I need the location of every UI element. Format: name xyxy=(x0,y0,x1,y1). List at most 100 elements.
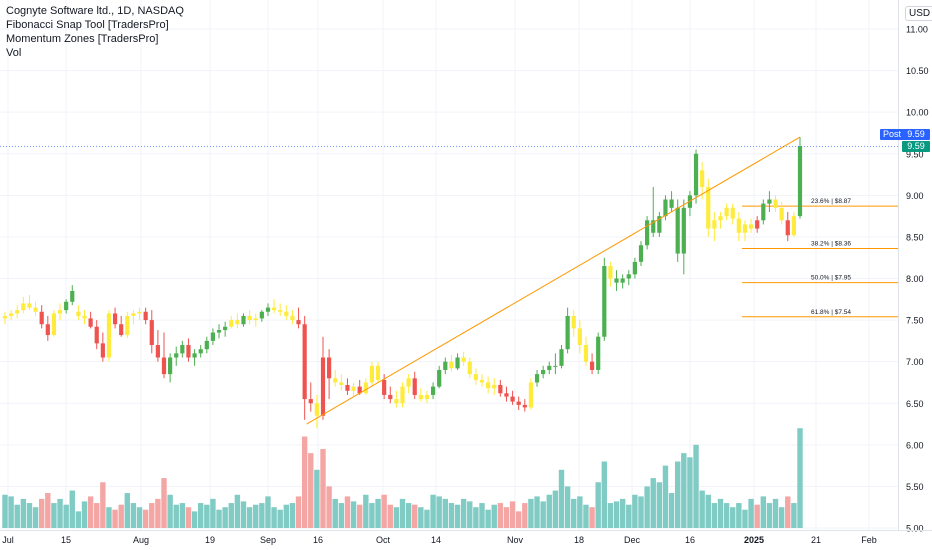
candle-body xyxy=(82,315,87,319)
candle-body xyxy=(522,404,527,408)
volume-bar xyxy=(63,504,69,528)
volume-bar xyxy=(369,503,375,528)
volume-bar xyxy=(26,503,33,528)
candle-body xyxy=(541,369,546,375)
candle-body xyxy=(571,315,576,329)
currency-button[interactable]: USD xyxy=(905,6,932,21)
volume-bar xyxy=(748,498,754,528)
candle-body xyxy=(651,220,656,233)
volume-bar xyxy=(240,501,247,528)
volume-bar xyxy=(155,498,161,528)
time-axis[interactable]: Jul 15 Aug 19 Sep 16 Oct 14 Nov 18 Dec 16 2025 21 Feb xyxy=(2,535,877,545)
candle-body xyxy=(632,261,637,275)
indicator-momentum[interactable]: Momentum Zones [TradersPro] xyxy=(6,33,159,45)
volume-bar xyxy=(583,504,589,528)
volume-bar xyxy=(797,428,803,528)
candle-body xyxy=(247,315,252,321)
volume-bar xyxy=(118,504,124,528)
fibonacci-levels[interactable]: 23.6% | $8.87 38.2% | $8.36 50.0% | $7.95 6… xyxy=(742,198,898,318)
volume-bar xyxy=(467,501,473,528)
price-tick-label: 8.00 xyxy=(906,274,924,284)
volume-bar xyxy=(540,501,546,528)
volume-bar xyxy=(326,486,332,528)
candle-body xyxy=(479,379,485,383)
candle-body xyxy=(76,311,81,316)
symbol-title[interactable]: Cognyte Software ltd., 1D, NASDAQ xyxy=(6,5,184,17)
candle-body xyxy=(779,207,784,221)
candle-body xyxy=(761,203,766,221)
price-tick-label: 6.50 xyxy=(906,399,924,409)
trend-line-segment xyxy=(306,136,801,425)
candle-body xyxy=(57,310,63,314)
candle-body xyxy=(235,320,240,325)
candle-body xyxy=(278,310,283,312)
candle-body xyxy=(259,311,264,319)
candle-body xyxy=(271,307,277,311)
volume-bar xyxy=(626,504,632,528)
candle-body xyxy=(21,303,26,311)
candle-body xyxy=(553,365,558,367)
volume-bar xyxy=(57,498,63,528)
candle-body xyxy=(748,224,754,229)
candle-body xyxy=(730,207,735,219)
indicator-volume[interactable]: Vol xyxy=(6,47,22,59)
candle-body xyxy=(430,386,436,395)
volume-bar xyxy=(185,507,192,528)
volume-bar xyxy=(705,494,711,528)
candle-body xyxy=(602,266,607,337)
volume-bar xyxy=(204,504,210,528)
volume-bar xyxy=(81,501,88,528)
candle-body xyxy=(461,357,466,362)
indicator-fibonacci[interactable]: Fibonacci Snap Tool [TradersPro] xyxy=(6,19,169,31)
volume-bar xyxy=(51,503,57,528)
volume-bar xyxy=(522,503,528,528)
volume-bar xyxy=(130,503,137,528)
volume-bar xyxy=(100,482,106,528)
grid-lines xyxy=(0,0,898,530)
price-axis[interactable]: 11.00 10.50 10.00 9.50 9.00 8.50 8.00 7.50 7.00 6… xyxy=(906,25,929,534)
candle-body xyxy=(94,326,99,344)
volume-bar xyxy=(448,503,455,528)
candle-body xyxy=(797,146,803,217)
price-tick-label: 11.00 xyxy=(906,25,928,35)
volume-bar xyxy=(234,494,241,528)
volume-bar xyxy=(736,503,742,528)
volume-bar xyxy=(619,498,626,528)
volume-bar xyxy=(558,469,565,528)
volume-bar xyxy=(173,504,179,528)
candles[interactable] xyxy=(2,137,803,429)
volume-bar xyxy=(595,482,601,528)
candle-body xyxy=(516,401,521,405)
price-tick-label: 10.50 xyxy=(906,66,929,76)
volume-bar xyxy=(644,486,650,528)
time-axis-border xyxy=(0,530,932,531)
volume-bar xyxy=(693,444,699,528)
volume-bar xyxy=(613,501,620,528)
candle-body xyxy=(706,187,711,229)
candle-body xyxy=(589,361,595,370)
volume-bars xyxy=(2,428,803,528)
volume-bar xyxy=(375,498,381,528)
volume-bar xyxy=(791,503,797,528)
volume-bar xyxy=(424,509,430,528)
trend-line[interactable] xyxy=(0,136,898,425)
volume-bar xyxy=(699,490,705,528)
volume-bar xyxy=(454,504,461,528)
volume-bar xyxy=(344,496,351,528)
candle-body xyxy=(724,207,729,217)
fib-level-label: 38.2% | $8.36 xyxy=(811,241,851,248)
candle-body xyxy=(437,369,442,387)
candle-body xyxy=(88,318,93,327)
volume-bar xyxy=(45,493,51,528)
candle-body xyxy=(39,311,44,325)
volume-bar xyxy=(179,503,186,528)
time-tick-label: Dec xyxy=(624,535,641,545)
price-tick-label: 6.00 xyxy=(906,440,924,450)
candle-body xyxy=(681,207,686,254)
candle-body xyxy=(638,245,644,262)
candle-body xyxy=(755,220,760,229)
volume-bar xyxy=(577,496,583,528)
price-tick-label: 7.50 xyxy=(906,316,924,326)
